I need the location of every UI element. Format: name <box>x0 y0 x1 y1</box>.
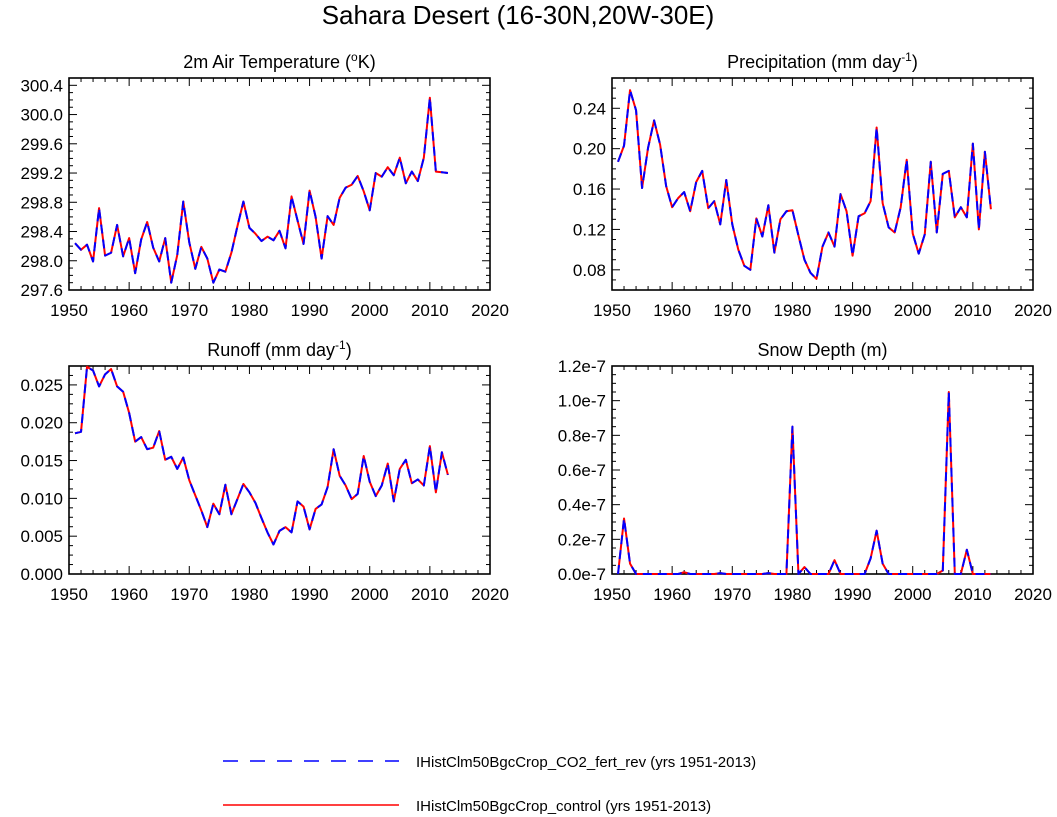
y-tick-label: 0.6e-7 <box>558 461 606 480</box>
x-tick-label: 1960 <box>110 301 148 320</box>
x-tick-label: 2010 <box>411 301 449 320</box>
y-tick-label: 299.6 <box>20 135 63 154</box>
x-tick-label: 2000 <box>894 585 932 604</box>
panel-title-text: Precipitation (mm day <box>727 52 901 72</box>
x-tick-label: 2000 <box>894 301 932 320</box>
panel-title-after: ) <box>346 340 352 360</box>
x-tick-label: 1950 <box>593 585 631 604</box>
x-tick-label: 1990 <box>291 585 329 604</box>
panel-title-after: ) <box>912 52 918 72</box>
y-tick-label: 298.0 <box>20 252 63 271</box>
panel-title: Snow Depth (m) <box>757 340 887 360</box>
panel-title-sup: -1 <box>901 50 912 64</box>
y-tick-label: 299.2 <box>20 164 63 183</box>
x-tick-label: 1960 <box>110 585 148 604</box>
y-tick-label: 0.20 <box>573 140 606 159</box>
plot-frame <box>611 365 1034 575</box>
x-tick-label: 2010 <box>411 585 449 604</box>
series-line-co2-fert-rev <box>617 391 991 575</box>
panels: 2m Air Temperature (oK) 1950 1960 1970 1980 1… <box>20 50 1051 604</box>
legend: IHistClm50BgcCrop_CO2_fert_rev (yrs 1951… <box>223 754 756 815</box>
x-tick-label: 2000 <box>351 301 389 320</box>
y-tick-label: 0.015 <box>20 452 63 471</box>
x-tick-label: 2020 <box>471 585 509 604</box>
y-tick-label: 297.6 <box>20 281 63 300</box>
legend-label: IHistClm50BgcCrop_control (yrs 1951-2013… <box>416 798 711 815</box>
panel-precipitation: Precipitation (mm day-1) 1950 1960 1970 1980… <box>573 50 1052 320</box>
y-tick-label: 0.020 <box>20 414 63 433</box>
x-tick-label: 1950 <box>50 301 88 320</box>
x-tick-label: 1980 <box>231 301 269 320</box>
panel-title: Runoff (mm day-1) <box>207 338 351 360</box>
panel-title-text: 2m Air Temperature ( <box>183 52 351 72</box>
series-line-co2-fert-rev <box>74 365 449 546</box>
series-line-control <box>617 89 992 280</box>
y-tick-label: 1.2e-7 <box>558 357 606 376</box>
panel-temperature: 2m Air Temperature (oK) 1950 1960 1970 1980 1… <box>20 50 508 320</box>
x-tick-label: 1980 <box>231 585 269 604</box>
x-tick-label: 1950 <box>593 301 631 320</box>
x-tick-label: 1980 <box>774 585 812 604</box>
x-tick-label: 1970 <box>713 301 751 320</box>
y-tick-label: 0.24 <box>573 99 606 118</box>
x-tick-label: 1970 <box>170 301 208 320</box>
y-tick-label: 0.08 <box>573 261 606 280</box>
panel-title-sup: o <box>351 50 358 64</box>
x-tick-label: 1960 <box>653 301 691 320</box>
y-tick-label: 0.12 <box>573 220 606 239</box>
figure-title: Sahara Desert (16-30N,20W-30E) <box>322 0 715 30</box>
y-tick-label: 0.010 <box>20 489 63 508</box>
series-line-control <box>617 391 991 575</box>
x-tick-label: 2020 <box>471 301 509 320</box>
y-tick-label: 0.16 <box>573 180 606 199</box>
x-tick-label: 1990 <box>834 585 872 604</box>
y-tick-label: 0.4e-7 <box>558 496 606 515</box>
x-tick-label: 2010 <box>954 301 992 320</box>
x-tick-label: 2010 <box>954 585 992 604</box>
x-tick-label: 2020 <box>1014 301 1052 320</box>
x-tick-label: 1980 <box>774 301 812 320</box>
y-tick-label: 0.005 <box>20 527 63 546</box>
y-tick-label: 0.0e-7 <box>558 565 606 584</box>
y-tick-label: 0.8e-7 <box>558 426 606 445</box>
y-tick-label: 0.2e-7 <box>558 530 606 549</box>
panel-title: Precipitation (mm day-1) <box>727 50 918 72</box>
panel-runoff: Runoff (mm day-1) 1950 1960 1970 1980 1990 200… <box>20 338 508 604</box>
series-line-co2-fert-rev <box>617 89 992 280</box>
y-tick-label: 0.025 <box>20 376 63 395</box>
x-tick-label: 2000 <box>351 585 389 604</box>
y-tick-label: 298.8 <box>20 193 63 212</box>
panel-snowdepth: Snow Depth (m) 1950 1960 1970 1980 1990 2000 20… <box>558 340 1052 604</box>
y-tick-label: 300.4 <box>20 76 63 95</box>
plot-frame <box>611 77 1034 291</box>
legend-label: IHistClm50BgcCrop_CO2_fert_rev (yrs 1951… <box>416 754 756 771</box>
x-tick-label: 2020 <box>1014 585 1052 604</box>
x-tick-label: 1970 <box>170 585 208 604</box>
y-tick-label: 0.000 <box>20 565 63 584</box>
x-tick-label: 1990 <box>291 301 329 320</box>
x-tick-label: 1950 <box>50 585 88 604</box>
panel-title-text: Runoff (mm day <box>207 340 335 360</box>
series-line-control <box>74 96 449 284</box>
y-tick-label: 298.4 <box>20 223 63 242</box>
panel-title-after: K) <box>358 52 376 72</box>
panel-title: 2m Air Temperature (oK) <box>183 50 375 72</box>
y-tick-label: 300.0 <box>20 106 63 125</box>
panel-title-sup: -1 <box>335 338 346 352</box>
y-tick-label: 1.0e-7 <box>558 392 606 411</box>
series-line-co2-fert-rev <box>74 96 449 284</box>
plot-frame <box>68 77 491 291</box>
x-tick-label: 1970 <box>713 585 751 604</box>
x-tick-label: 1990 <box>834 301 872 320</box>
x-tick-label: 1960 <box>653 585 691 604</box>
panel-title-text: Snow Depth (m) <box>757 340 887 360</box>
